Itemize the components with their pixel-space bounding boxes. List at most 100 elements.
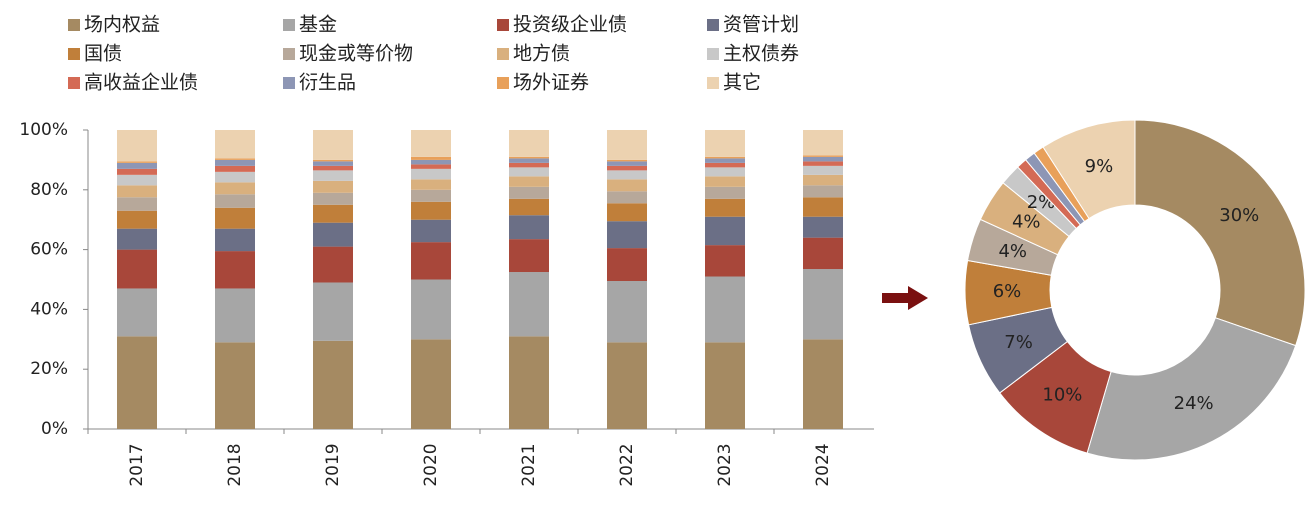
y-tick-label: 100% (19, 120, 68, 140)
bar-segment (117, 249, 157, 289)
bar-segment (803, 165, 843, 175)
donut-slice (1042, 119, 1136, 220)
bar-segment (313, 340, 353, 429)
bar-segment (509, 158, 549, 163)
bar-segment (215, 228, 255, 252)
x-tick-label: 2024 (813, 443, 833, 486)
bar-segment (215, 171, 255, 183)
bar-segment (215, 251, 255, 289)
bar-segment (509, 167, 549, 177)
legend-label: 国债 (84, 43, 122, 65)
bar-segment (509, 176, 549, 187)
donut-slice (1086, 317, 1297, 461)
bar-segment (803, 197, 843, 217)
bar-segment (117, 336, 157, 429)
bar-segment (117, 288, 157, 337)
bar-segment (705, 162, 745, 168)
bar-segment (607, 159, 647, 162)
legend-swatch (497, 48, 509, 60)
bar-segment (803, 339, 843, 429)
x-tick-label: 2018 (225, 443, 245, 486)
bar-segment (803, 269, 843, 340)
bar-segment (803, 185, 843, 198)
bar-segment (313, 222, 353, 247)
bar-segment (509, 156, 549, 159)
bar-segment (411, 179, 451, 190)
bar-segment (411, 219, 451, 243)
bar-segment (117, 174, 157, 186)
legend-swatch (497, 19, 509, 31)
legend-label: 高收益企业债 (84, 72, 198, 94)
bar-segment (803, 237, 843, 270)
bar-segment (215, 158, 255, 160)
legend-swatch (68, 77, 80, 89)
bar-segment (411, 339, 451, 429)
bar-segment (509, 186, 549, 199)
legend-swatch (707, 19, 719, 31)
bar-segment (705, 158, 745, 163)
bar-segment (607, 191, 647, 204)
bar-segment (313, 130, 353, 160)
bar-segment (117, 168, 157, 175)
bar-segment (705, 342, 745, 429)
bar-segment (607, 203, 647, 222)
bar-segment (607, 165, 647, 171)
legend-swatch (283, 19, 295, 31)
x-tick-label: 2022 (617, 443, 637, 486)
y-tick-label: 80% (30, 180, 68, 200)
legend-swatch (707, 48, 719, 60)
bar-segment (705, 156, 745, 159)
bar-segment (313, 282, 353, 341)
bar-segment (509, 336, 549, 429)
bar-segment (313, 246, 353, 283)
bar-segment (705, 216, 745, 246)
slice-label: 4% (1012, 212, 1041, 233)
bar-segment (215, 130, 255, 159)
legend-label: 衍生品 (299, 72, 356, 94)
legend-label: 场外证券 (513, 72, 589, 94)
bar-segment (509, 272, 549, 337)
bar-segment (705, 276, 745, 343)
bar-segment (411, 168, 451, 180)
bar-segment (705, 130, 745, 157)
legend-label: 现金或等价物 (299, 43, 413, 65)
bar-segment (803, 130, 843, 156)
slice-label: 9% (1085, 156, 1114, 177)
bar-segment (607, 221, 647, 249)
bar-segment (117, 161, 157, 163)
x-tick-label: 2017 (127, 443, 147, 486)
x-tick-label: 2019 (323, 443, 343, 486)
slice-label: 24% (1174, 393, 1214, 414)
bar-segment (509, 130, 549, 157)
bar-segment (313, 170, 353, 181)
bar-segment (215, 159, 255, 166)
bar-segment (411, 159, 451, 165)
y-tick-label: 60% (30, 240, 68, 260)
legend-label: 场内权益 (84, 14, 160, 36)
bar-segment (313, 161, 353, 166)
slice-label: 7% (1004, 332, 1033, 353)
legend-swatch (68, 48, 80, 60)
bar-segment (411, 201, 451, 220)
arrow (882, 286, 928, 310)
bar-segment (215, 182, 255, 195)
bar-segment (215, 194, 255, 208)
x-tick-label: 2020 (421, 443, 441, 486)
bar-segment (117, 228, 157, 250)
legend-label: 地方债 (513, 43, 570, 65)
slice-label: 10% (1042, 384, 1082, 405)
bar-segment (117, 162, 157, 169)
bar-segment (117, 197, 157, 211)
bar-segment (117, 210, 157, 229)
bar-segment (607, 170, 647, 180)
bar-segment (705, 245, 745, 277)
x-tick-label: 2021 (519, 443, 539, 486)
bar-segment (607, 280, 647, 343)
legend-swatch (497, 77, 509, 89)
bar-segment (607, 248, 647, 281)
bar-segment (215, 207, 255, 229)
bar-segment (607, 130, 647, 160)
bar-segment (313, 159, 353, 162)
bar-segment (313, 165, 353, 171)
